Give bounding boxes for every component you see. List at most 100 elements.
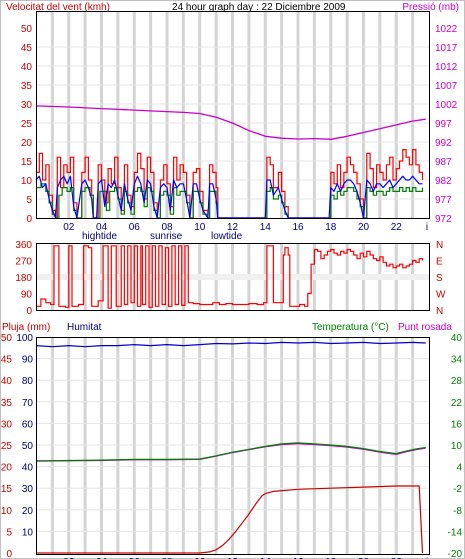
rain-x-ticks: 02 04 06 08 10 12 14 16 18 20 22 i <box>63 557 428 559</box>
temperature-tick-label: 4 <box>456 463 462 474</box>
wind-direction-line <box>36 245 424 309</box>
x-tick-label: 06 <box>129 557 141 559</box>
x-tick-label: 10 <box>194 222 206 233</box>
compass-tick-label: W <box>436 290 446 301</box>
temperature-tick-label: 28 <box>451 376 463 387</box>
wind-left-tick-label: 10 <box>21 176 33 187</box>
humidity-tick-label: 60 <box>22 419 34 430</box>
x-tick-label: 12 <box>227 222 239 233</box>
rain-series <box>35 341 426 554</box>
x-tick-label: 16 <box>292 557 304 559</box>
graph-title: 24 hour graph day : 22 Diciembre 2009 <box>172 2 346 13</box>
rain-left-axis-label: Pluja (mm) <box>2 322 50 333</box>
direction-tick-label: 180 <box>15 273 32 284</box>
humidity-tick-label: 10 <box>22 527 34 538</box>
wind-right-tick-label: 1022 <box>435 24 458 35</box>
humidity-tick-label: 100 <box>16 333 33 344</box>
humidity-tick-label: 40 <box>22 463 34 474</box>
wind-panel: 0 5 10 15 20 25 30 35 40 45 50 972 977 982 987 992 997 1… <box>6 2 459 242</box>
rain-left-ticks: 0 5 10 15 20 25 30 35 40 45 50 <box>1 333 13 559</box>
humidity-tick-label: 90 <box>22 355 34 366</box>
direction-tick-label: 270 <box>15 257 32 268</box>
wind-right-tick-label: 997 <box>435 119 452 130</box>
wind-right-tick-label: 977 <box>435 195 452 206</box>
wind-annotation-lowtide: lowtide <box>211 231 243 242</box>
wind-right-tick-label: 1012 <box>435 62 458 73</box>
temperature-right-ticks: -20 -14 -8 -2 4 10 16 22 28 34 40 <box>448 333 463 559</box>
humidity-tick-label: 30 <box>22 484 34 495</box>
rain-left-tick-label: 30 <box>1 419 13 430</box>
rain-left-tick-label: 25 <box>1 441 13 452</box>
x-tick-label: 04 <box>96 222 108 233</box>
wind-right-tick-label: 1002 <box>435 100 458 111</box>
x-tick-label: 22 <box>391 222 403 233</box>
x-tick-label: 18 <box>325 222 337 233</box>
x-tick-label: 16 <box>292 222 304 233</box>
humidity-tick-label: 50 <box>22 441 34 452</box>
x-tick-label: 02 <box>63 222 75 233</box>
x-tick-label: 08 <box>161 557 173 559</box>
temperature-tick-label: -8 <box>453 506 462 517</box>
x-tick-label: 10 <box>194 557 206 559</box>
humidity-axis-label: Humitat <box>67 322 102 333</box>
wind-left-axis-label: Velocitat del vent (kmh) <box>6 2 110 13</box>
wind-left-tick-label: 20 <box>21 138 33 149</box>
wind-right-tick-label: 1017 <box>435 43 458 54</box>
x-tick-label: 22 <box>391 557 403 559</box>
compass-tick-label: E <box>436 257 443 268</box>
x-tick-label: 14 <box>260 222 272 233</box>
temperature-axis-label: Temperatura (°C) <box>312 322 389 333</box>
x-tick-label: 04 <box>96 557 108 559</box>
wind-right-tick-label: 982 <box>435 176 452 187</box>
humidity-line <box>35 341 426 348</box>
direction-tick-label: 360 <box>15 240 32 251</box>
rain-left-tick-label: 10 <box>1 506 13 517</box>
wind-left-tick-label: 35 <box>21 81 33 92</box>
wind-left-tick-label: 15 <box>21 157 33 168</box>
temperature-tick-label: 22 <box>451 398 463 409</box>
x-tick-label: 06 <box>129 222 141 233</box>
compass-tick-label: S <box>436 273 443 284</box>
rain-left-tick-label: 45 <box>1 355 13 366</box>
wind-left-ticks: 0 5 10 15 20 25 30 35 40 45 50 <box>21 24 33 225</box>
rainfall-line <box>36 485 424 554</box>
humidity-tick-label: 80 <box>22 376 34 387</box>
temperature-tick-label: -20 <box>448 549 463 559</box>
rain-left-tick-label: 35 <box>1 398 13 409</box>
rain-left-tick-label: 40 <box>1 376 13 387</box>
wind-frame <box>36 11 430 219</box>
direction-left-ticks: 0 90 180 270 360 <box>15 240 32 317</box>
x-tick-label: 12 <box>227 557 239 559</box>
x-tick-label: i <box>426 222 428 233</box>
dewpoint-axis-label: Punt rosada <box>398 322 452 333</box>
x-tick-label: 14 <box>260 557 272 559</box>
temperature-line <box>35 442 426 462</box>
temperature-tick-label: -2 <box>453 484 462 495</box>
wind-right-tick-label: 972 <box>435 214 452 225</box>
wind-right-axis-label: Pressió (mb) <box>402 2 459 13</box>
x-tick-label: 08 <box>161 222 173 233</box>
direction-tick-label: 0 <box>26 306 32 317</box>
rain-left-tick-label: 15 <box>1 484 13 495</box>
x-tick-label: 02 <box>63 557 75 559</box>
humidity-tick-label: 20 <box>22 506 34 517</box>
x-tick-label: 20 <box>358 557 370 559</box>
wind-right-tick-label: 992 <box>435 138 452 149</box>
x-tick-label: 20 <box>358 222 370 233</box>
temperature-tick-label: -14 <box>448 527 463 538</box>
wind-left-tick-label: 45 <box>21 43 33 54</box>
direction-frame <box>36 243 430 311</box>
direction-series <box>36 245 424 309</box>
wind-annotation-sunrise: sunrise <box>150 231 183 242</box>
temperature-tick-label: 16 <box>451 419 463 430</box>
wind-left-tick-label: 40 <box>21 62 33 73</box>
wind-right-tick-label: 1007 <box>435 81 458 92</box>
x-tick-label: i <box>426 557 428 559</box>
compass-tick-label: N <box>436 306 443 317</box>
wind-left-tick-label: 25 <box>21 119 33 130</box>
rain-left-tick-label: 5 <box>6 527 12 538</box>
